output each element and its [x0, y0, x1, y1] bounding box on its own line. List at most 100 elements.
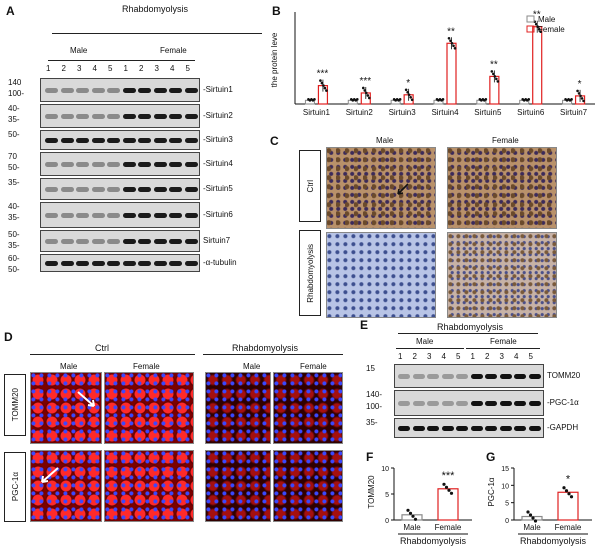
data-point — [406, 508, 410, 512]
blot-band — [184, 138, 198, 143]
if-pgc1a-ctrl-female — [104, 450, 194, 522]
blot-band — [153, 213, 167, 218]
data-point — [533, 519, 538, 523]
blot-band — [122, 187, 136, 192]
blot-band — [45, 162, 58, 167]
panel-g-label: G — [486, 450, 496, 464]
panel-d-rhabdo-line — [203, 354, 343, 355]
blot-band — [456, 426, 468, 431]
data-point — [320, 81, 324, 85]
molecular-weight-marker: 140- — [366, 390, 383, 399]
data-point — [449, 39, 452, 43]
blot-band — [138, 138, 151, 143]
molecular-weight-marker: 100- — [8, 89, 25, 98]
if-pgc1a-rhabdo-female — [273, 450, 343, 522]
blot-band — [528, 374, 541, 379]
blot-band — [122, 162, 136, 167]
data-point — [534, 22, 538, 26]
panel-c-male-label: Male — [376, 136, 394, 145]
blot-band — [76, 239, 89, 244]
data-point — [493, 75, 497, 78]
blot-band — [169, 261, 182, 266]
lane-number: 5 — [528, 352, 533, 361]
panel-a-male-line — [48, 60, 123, 61]
data-point — [527, 98, 531, 101]
category-label: Sirtuin5 — [474, 108, 502, 117]
blot-band — [427, 426, 439, 431]
significance-marker: ** — [447, 26, 455, 37]
legend-swatch-female — [526, 25, 535, 33]
blot-band — [514, 426, 526, 431]
ihc-rhabdo-male-image — [326, 232, 436, 318]
lane-number: 3 — [499, 352, 504, 361]
y-axis-label: PGC-1α — [487, 477, 496, 506]
data-point — [576, 89, 579, 93]
blot-band — [169, 138, 182, 143]
data-point — [453, 46, 457, 50]
blot-band — [153, 239, 167, 244]
blot-band — [470, 426, 483, 431]
blot-band — [398, 426, 410, 431]
panel-d-rhabdo-title: Rhabdomyolysis — [232, 343, 299, 353]
data-point — [313, 98, 316, 101]
significance-marker: ** — [490, 59, 498, 70]
data-point — [442, 482, 446, 486]
data-point — [582, 99, 585, 103]
panel-d-row-pgc1a: PGC-1α — [4, 452, 26, 522]
panel-e-female-line — [466, 348, 540, 349]
blot-band — [485, 401, 497, 406]
blot-band — [91, 239, 105, 244]
bar — [557, 491, 579, 521]
panel-e-male-line — [396, 348, 464, 349]
panel-d-col-1: Male — [60, 362, 78, 371]
data-point — [495, 77, 498, 81]
panel-d-row-tomm20: TOMM20 — [4, 374, 26, 436]
significance-marker: *** — [442, 470, 456, 482]
lane-number: 5 — [185, 64, 190, 73]
lane-number: 2 — [485, 352, 490, 361]
blot-band — [184, 261, 198, 266]
blot-band — [76, 187, 89, 192]
blot-band — [76, 213, 89, 218]
blot-band — [138, 88, 151, 93]
data-point — [537, 27, 541, 31]
bar-female — [446, 42, 457, 105]
western-blot-strip — [40, 230, 200, 252]
blot-band — [138, 187, 151, 192]
arrow-icon — [77, 391, 95, 407]
data-point — [447, 488, 451, 492]
blot-band — [91, 88, 105, 93]
blot-band — [153, 88, 167, 93]
blot-band — [514, 401, 526, 406]
data-point — [364, 91, 368, 95]
lane-number: 1 — [398, 352, 403, 361]
arrow-icon — [41, 467, 59, 483]
molecular-weight-marker: 40- — [8, 202, 20, 211]
data-point — [562, 486, 566, 490]
lane-number: 1 — [470, 352, 475, 361]
blot-band — [60, 213, 74, 218]
category-label: Sirtuin4 — [431, 108, 459, 117]
y-tick-label: 0 — [385, 518, 389, 525]
data-point — [408, 511, 413, 515]
panel-a-lane-numbers: 1 2 3 4 5 1 2 3 4 5 — [46, 64, 204, 76]
ihc-ctrl-male-image — [326, 147, 436, 229]
data-point — [398, 98, 402, 101]
category-label: Male — [523, 523, 541, 532]
blot-band — [456, 401, 468, 406]
blot-protein-label: -Sirtuin6 — [203, 210, 233, 219]
blot-band — [60, 187, 74, 192]
blot-band — [138, 261, 151, 266]
blot-band — [45, 114, 58, 119]
blot-band — [485, 374, 497, 379]
bar — [401, 514, 423, 521]
blot-band — [153, 162, 167, 167]
data-point — [492, 72, 495, 76]
panel-e-blots: TOMM20 15 -PGC-1α 140- 100- -GAPDH 35- — [360, 364, 600, 444]
data-point — [577, 92, 581, 95]
panel-a-group-line — [52, 33, 262, 34]
blot-band — [499, 374, 512, 379]
data-point — [407, 93, 411, 97]
panel-c-label: C — [270, 134, 279, 148]
